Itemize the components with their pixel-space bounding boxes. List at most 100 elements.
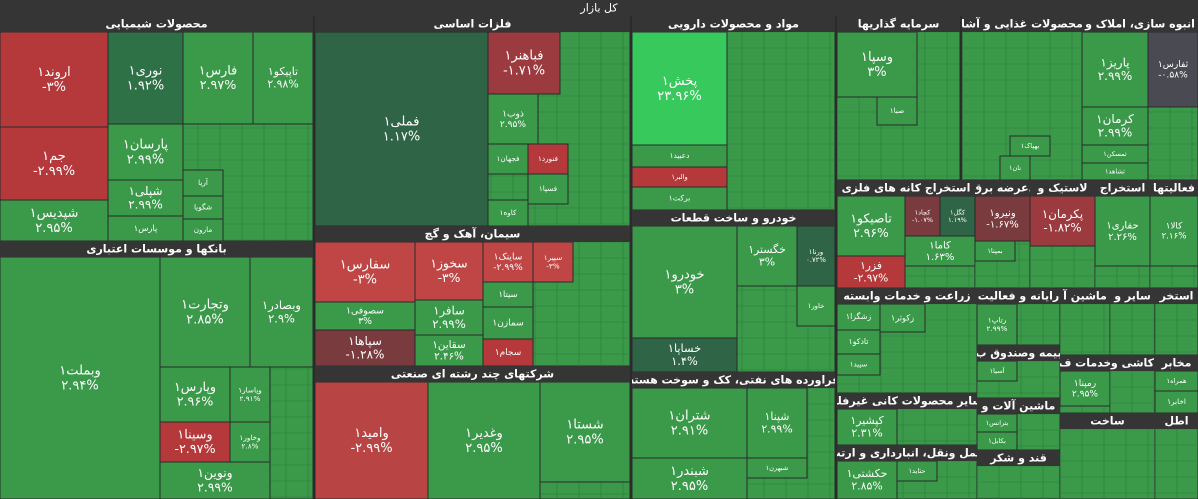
- stock-change: ۲.۸%: [241, 441, 258, 450]
- stock-tile: [182, 169, 224, 197]
- stock-tile: [487, 199, 529, 226]
- stock-symbol: خگستر۱: [748, 243, 786, 256]
- stock-symbol: وامید۱: [354, 426, 389, 441]
- sector-title: سرمایه گذاریها: [858, 18, 940, 31]
- stock-symbol: ورنا۱: [809, 248, 823, 256]
- stock-change: ۲.۹۹%: [761, 423, 792, 436]
- stock-symbol: خاور۱: [808, 302, 825, 310]
- stock-symbol: اخابر۱: [1167, 397, 1186, 406]
- stock-tile: [632, 337, 738, 372]
- sector-header: [0, 16, 313, 32]
- stock-tile: [539, 381, 630, 483]
- sector-header: [977, 345, 1060, 361]
- stock-symbol: پکرمان۱: [1042, 207, 1083, 222]
- stock-symbol: پاریز۱: [1100, 55, 1129, 70]
- stock-symbol: مارون: [194, 225, 213, 234]
- stock-symbol: ثمسکن۱: [1103, 150, 1127, 158]
- sector-title: ماشین آ: [1062, 289, 1107, 303]
- stock-symbol: رتاپ۱: [988, 316, 1007, 325]
- stock-tile: [975, 240, 1016, 262]
- stock-symbol: ونیرو۱: [989, 208, 1016, 219]
- stock-symbol: پخش۱: [662, 74, 698, 89]
- sector-header: [1060, 355, 1110, 371]
- sector-title: لاستیک و: [1037, 182, 1088, 195]
- sector-header: [1082, 16, 1198, 32]
- stock-symbol: سیتا۱: [498, 289, 517, 299]
- sector: بهپاک۱ نان۱ محصولات غذایی و آشا: [962, 16, 1082, 180]
- stock-change: -۳%: [546, 261, 560, 270]
- stock-symbol: وپارس۱: [174, 379, 216, 395]
- sector: قند و شکر: [977, 450, 1060, 499]
- sector-header: [315, 226, 630, 242]
- stock-symbol: خودرو۱: [664, 267, 704, 282]
- sector: سفارس۱-۳%سخوز۱-۳%ساینک۱-۲.۹۹%سپیر۱-۳%سصو…: [315, 226, 630, 366]
- stock-tile: [1060, 370, 1110, 407]
- stock-symbol: تاپیکو۱: [268, 65, 298, 78]
- sector: استخر: [1155, 288, 1198, 355]
- sector-title: فلزات اساسی: [434, 18, 512, 31]
- stock-symbol: شبهرن۱: [766, 464, 789, 472]
- stock-tile: [904, 235, 975, 267]
- sector-header: [1155, 288, 1198, 304]
- stock-tile: [1082, 106, 1149, 146]
- stock-tile: [159, 256, 251, 368]
- stock-symbol: بهپاک۱: [1021, 142, 1040, 150]
- sector-title: استخراج کانه های فلزی: [842, 182, 971, 196]
- stock-change: ۲۳.۹۶%: [657, 89, 701, 104]
- stock-symbol: فارس۱: [199, 63, 237, 79]
- stock-tile: [182, 31, 254, 125]
- stock-symbol: والبر۱: [671, 173, 687, 181]
- stock-tile: [315, 301, 416, 331]
- stock-symbol: زشگزا۱: [846, 312, 872, 321]
- stock-tile: [252, 31, 313, 125]
- stock-change: -۳%: [353, 272, 377, 287]
- sector: ونیرو۱-۱.۶۷% بمپنا۱ عرضه برق،: [972, 180, 1032, 288]
- stock-symbol: ونوین۱: [197, 466, 232, 481]
- sector-title: زراعت و خدمات وابسته: [843, 290, 970, 303]
- stock-change: ۲.۹۶%: [177, 394, 214, 409]
- sector-header: [1155, 413, 1198, 429]
- stock-change: -۱.۰۷%: [912, 216, 933, 224]
- stock-tile: [1155, 390, 1198, 413]
- stock-symbol: نان۱: [1009, 164, 1021, 172]
- stock-symbol: ساینک۱: [494, 253, 523, 263]
- stock-tile: [632, 186, 728, 210]
- stock-change: ۲.۴۶%: [434, 351, 464, 363]
- sector-header: [975, 180, 1030, 196]
- stock-change: ۳%: [759, 256, 775, 269]
- stock-tile: [837, 303, 881, 331]
- sector-header: [977, 398, 1060, 414]
- sector-title: عرضه برق،: [972, 182, 1032, 195]
- stock-symbol: وتجارت۱: [181, 297, 229, 312]
- stock-symbol: بترانس۱: [986, 419, 1009, 427]
- stock-tile: [0, 126, 109, 201]
- sector-header: [632, 210, 835, 226]
- sector-title: سایر و: [1113, 290, 1151, 303]
- sector-title: ساخت: [1090, 415, 1125, 428]
- stock-change: ۲.۹۵%: [35, 221, 72, 236]
- stock-tile: [977, 431, 1018, 450]
- sector-title: شرکتهای چند رشته ای صنعتی: [391, 368, 554, 381]
- stock-symbol: دعبید۱: [670, 151, 690, 160]
- stock-symbol: خساپا۱: [668, 341, 701, 355]
- stock-tile: [837, 255, 906, 288]
- stock-symbol: حفاری۱: [1106, 221, 1138, 232]
- stock-symbol: تاصیکو۱: [850, 212, 892, 227]
- stock-symbol: شگویا: [194, 203, 212, 212]
- stock-change: ۱.۴%: [671, 354, 698, 368]
- stock-symbol: همراه۱: [1167, 377, 1187, 385]
- stock-symbol: وغدیر۱: [465, 426, 503, 441]
- stock-change: ۲.۹۵%: [465, 441, 502, 456]
- stock-symbol: جم۱: [42, 149, 66, 164]
- stock-change: ۲.۹۹%: [432, 317, 466, 331]
- stock-symbol: فزر۱: [860, 259, 882, 272]
- stock-change: ۱.۱۹%: [948, 216, 967, 224]
- sector-title: بیمه وصندوق ب: [975, 347, 1061, 360]
- sector-header: [315, 366, 630, 382]
